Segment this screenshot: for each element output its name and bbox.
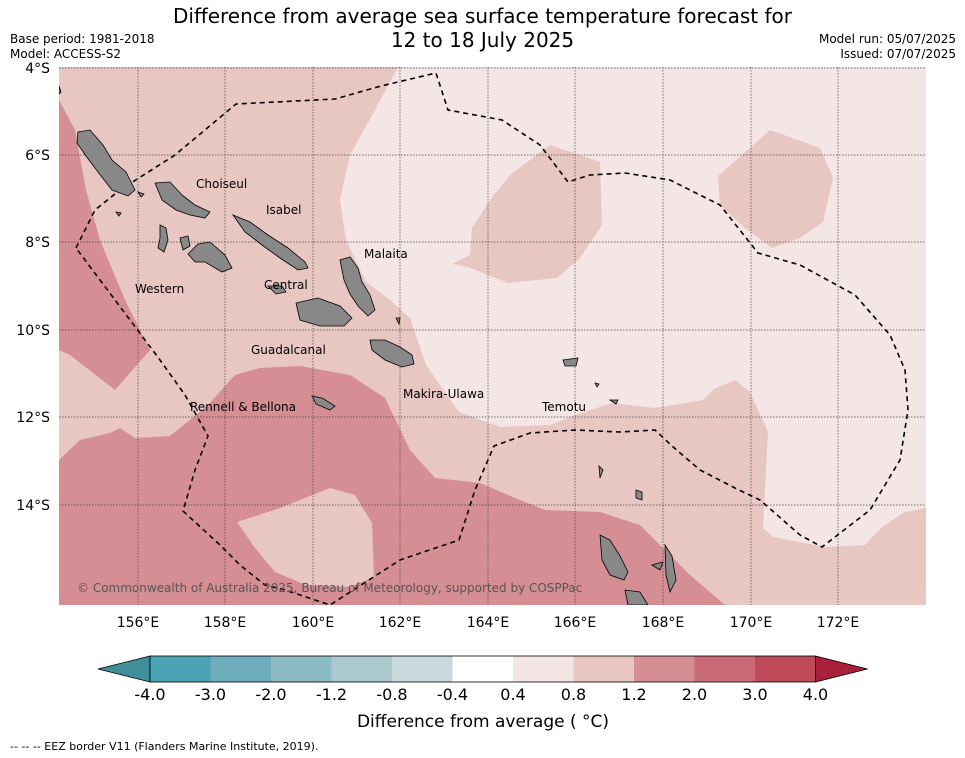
colorbar-segment xyxy=(755,656,816,682)
lon-label: 170°E xyxy=(730,615,773,631)
lat-label: 8°S xyxy=(25,235,50,251)
meta-right: Model run: 05/07/2025 Issued: 07/07/2025 xyxy=(819,32,956,62)
colorbar: -4.0 -3.0 -2.0 -1.2 -0.8 -0.4 0.4 0.8 1.2 2.0 3.0 4… xyxy=(97,655,868,704)
colorbar-segment xyxy=(150,656,211,682)
region-label-guadalcanal: Guadalcanal xyxy=(251,343,326,357)
region-label-choiseul: Choiseul xyxy=(196,177,247,191)
model-run: Model run: 05/07/2025 xyxy=(818,32,956,46)
colorbar-frame xyxy=(149,655,816,683)
latitude-labels: 4°S 6°S 8°S 10°S 12°S 14°S xyxy=(16,61,50,514)
island-shape xyxy=(157,224,169,253)
colorbar-tick-label: -0.8 xyxy=(376,685,407,704)
graticule xyxy=(59,67,926,605)
longitude-labels: 156°E 158°E 160°E 162°E 164°E 166°E 168°… xyxy=(117,615,860,631)
lat-label: 4°S xyxy=(25,61,50,77)
lon-label: 172°E xyxy=(817,615,860,631)
colorbar-segment xyxy=(634,656,695,682)
island-shape xyxy=(608,399,619,405)
region-label-malaita: Malaita xyxy=(364,247,408,261)
lon-label: 160°E xyxy=(292,615,335,631)
island-shape xyxy=(598,464,604,479)
colorbar-segment xyxy=(331,656,392,682)
islands xyxy=(59,85,677,605)
island-shape xyxy=(295,297,353,327)
lon-label: 162°E xyxy=(379,615,422,631)
island-shape xyxy=(635,489,643,501)
island-shape xyxy=(594,382,600,388)
map-panel: © Commonwealth of Australia 2025, Bureau… xyxy=(59,67,926,605)
copyright-text: © Commonwealth of Australia 2025, Bureau… xyxy=(77,581,582,595)
island-shape xyxy=(267,285,287,295)
colorbar-tick-label: 0.8 xyxy=(561,685,586,704)
colorbar-extend-low xyxy=(97,655,151,683)
island-shape xyxy=(562,357,579,367)
island-shape xyxy=(137,191,145,198)
colorbar-tick-label: -1.2 xyxy=(316,685,347,704)
region-label-isabel: Isabel xyxy=(266,203,301,217)
colorbar-tick-label: -2.0 xyxy=(255,685,286,704)
lon-label: 158°E xyxy=(204,615,247,631)
anomaly-band-1.2-2.0-south xyxy=(59,366,725,605)
region-label-western: Western xyxy=(135,282,184,296)
island-shape xyxy=(369,339,415,368)
colorbar-segment xyxy=(694,656,755,682)
lon-label: 156°E xyxy=(117,615,160,631)
colorbar-extend-high xyxy=(815,655,868,683)
eez-border xyxy=(75,72,909,605)
island-shape xyxy=(179,235,191,251)
colorbar-tick-label: 3.0 xyxy=(742,685,767,704)
island-shape xyxy=(59,85,62,95)
lon-label: 164°E xyxy=(467,615,510,631)
colorbar-tick-label: -4.0 xyxy=(134,685,165,704)
colorbar-tick-label: 4.0 xyxy=(803,685,828,704)
colorbar-tick-label: 1.2 xyxy=(621,685,646,704)
issued-date: Issued: 07/07/2025 xyxy=(840,47,956,61)
region-label-central: Central xyxy=(264,278,308,292)
island-shape xyxy=(395,317,401,326)
eez-footnote: -- -- -- EEZ border V11 (Flanders Marine… xyxy=(10,740,319,753)
colorbar-segment xyxy=(271,656,332,682)
anomaly-patch-1.2a xyxy=(452,145,602,283)
anomaly-patch-1.2b xyxy=(718,130,833,248)
title-line-2: 12 to 18 July 2025 xyxy=(390,28,575,52)
title-line-1: Difference from average sea surface temp… xyxy=(172,4,792,28)
map-title: Difference from average sea surface temp… xyxy=(0,4,965,52)
region-labels: Choiseul Isabel Malaita Western Central … xyxy=(135,177,586,414)
lat-label: 14°S xyxy=(16,498,50,514)
colorbar-title: Difference from average ( °C) xyxy=(357,712,609,732)
colorbar-tick-label: 2.0 xyxy=(682,685,707,704)
colorbar-tick-label: 0.4 xyxy=(500,685,525,704)
island-shape xyxy=(187,241,233,273)
lat-label: 10°S xyxy=(16,323,50,339)
island-shape xyxy=(651,561,664,571)
colorbar-segment xyxy=(210,656,271,682)
island-shape xyxy=(311,395,336,411)
lon-label: 166°E xyxy=(554,615,597,631)
island-shape xyxy=(664,543,677,594)
island-shape xyxy=(154,181,211,219)
meta-left: Base period: 1981-2018 Model: ACCESS-S2 xyxy=(10,32,155,62)
model-name: Model: ACCESS-S2 xyxy=(10,47,122,61)
colorbar-tick-label: -3.0 xyxy=(195,685,226,704)
anomaly-patch-south xyxy=(237,488,374,587)
region-label-rennell-bellona: Rennell & Bellona xyxy=(190,400,296,414)
island-shape xyxy=(115,211,122,217)
island-shape xyxy=(339,256,376,317)
island-shape xyxy=(624,589,649,605)
colorbar-segment xyxy=(452,656,513,682)
colorbar-segment xyxy=(573,656,634,682)
island-shape xyxy=(231,214,309,271)
colorbar-segment xyxy=(392,656,453,682)
lon-label: 168°E xyxy=(642,615,685,631)
island-shape xyxy=(76,129,136,197)
colorbar-segment xyxy=(513,656,574,682)
base-period: Base period: 1981-2018 xyxy=(10,32,155,46)
lat-label: 12°S xyxy=(16,410,50,426)
lat-label: 6°S xyxy=(25,148,50,164)
region-label-temotu: Temotu xyxy=(541,400,586,414)
island-shape xyxy=(599,534,629,581)
region-label-makira-ulawa: Makira-Ulawa xyxy=(403,387,484,401)
colorbar-tick-label: -0.4 xyxy=(437,685,468,704)
